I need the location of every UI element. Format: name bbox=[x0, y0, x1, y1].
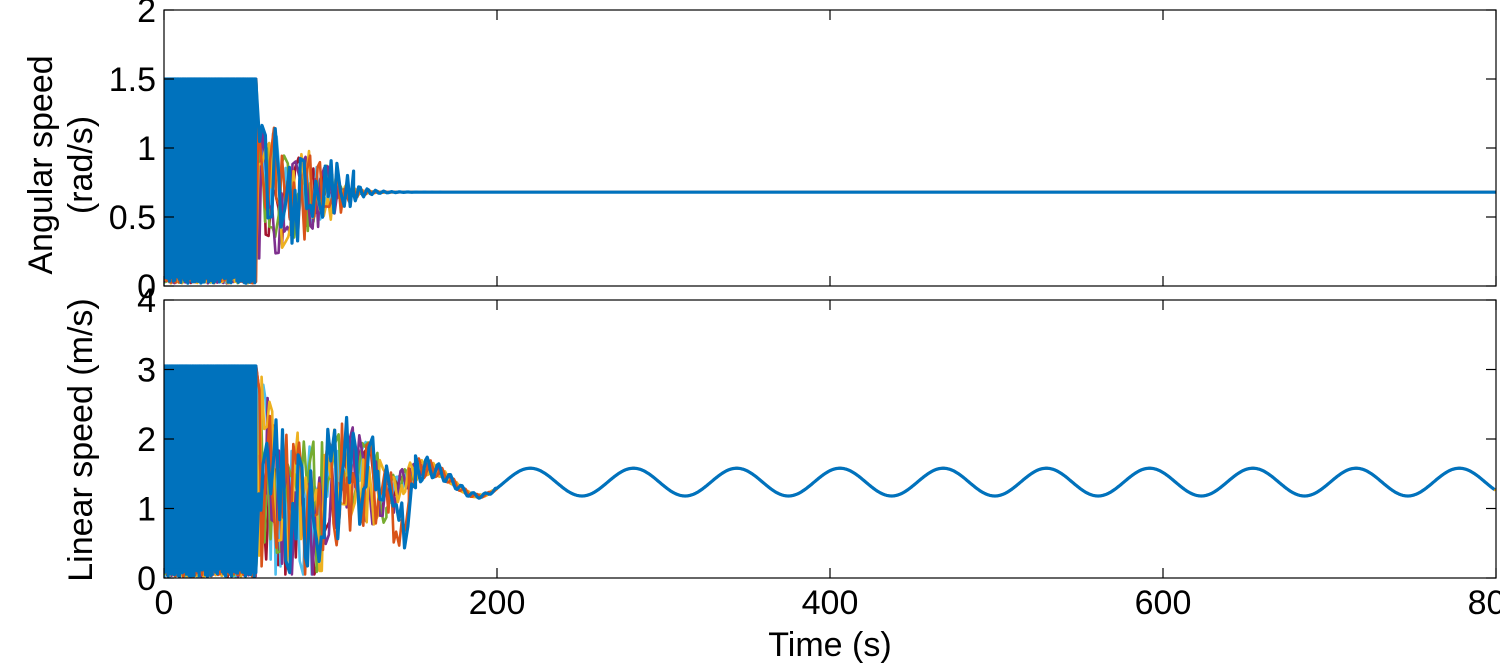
angular-speed-ytick-label: 1 bbox=[137, 130, 156, 168]
linear-speed-axes-frame bbox=[163, 299, 1497, 579]
angular-speed-series-line bbox=[164, 77, 1495, 284]
x-tick-label: 800 bbox=[1468, 584, 1500, 622]
angular-speed-ytick-label: 2 bbox=[137, 0, 156, 30]
linear-speed-ytick-label: 0 bbox=[137, 560, 156, 598]
x-tick-label: 600 bbox=[1135, 584, 1192, 622]
x-axis-label: Time (s) bbox=[768, 626, 891, 664]
angular-speed-panel: 0 0.5 1 1.5 2 Angular speed (rad/s) bbox=[22, 0, 1497, 306]
angular-speed-series-line bbox=[164, 77, 1495, 285]
angular-speed-ytick-label: 1.5 bbox=[109, 61, 156, 99]
linear-speed-switching-block bbox=[166, 368, 253, 569]
angular-speed-series-line bbox=[164, 77, 1496, 285]
x-tick-label: 0 bbox=[155, 584, 174, 622]
linear-speed-panel: 0 1 2 3 4 0 200 400 600 800 Linear speed (m/s) Ti… bbox=[62, 282, 1500, 664]
angular-speed-series-line bbox=[164, 77, 1495, 285]
x-tick-label: 400 bbox=[802, 584, 859, 622]
angular-speed-ytick-label: 0.5 bbox=[109, 199, 156, 237]
x-tick-label: 200 bbox=[469, 584, 526, 622]
linear-speed-ylabel: Linear speed (m/s) bbox=[62, 298, 100, 581]
angular-speed-switching-block bbox=[166, 81, 253, 279]
angular-speed-series-line bbox=[164, 77, 1496, 285]
angular-speed-ylabel-line1: Angular speed bbox=[22, 55, 60, 274]
linear-speed-ytick-label: 4 bbox=[137, 282, 156, 320]
angular-speed-axes-frame bbox=[163, 9, 1497, 287]
angular-speed-series-line bbox=[164, 77, 1495, 285]
angular-speed-ytick-label: 0 bbox=[137, 268, 156, 306]
angular-speed-ylabel-line2: (rad/s) bbox=[62, 116, 100, 214]
linear-speed-ytick-label: 2 bbox=[137, 421, 156, 459]
angular-speed-series-line bbox=[164, 77, 1496, 285]
linear-speed-ytick-label: 1 bbox=[137, 491, 156, 529]
linear-speed-ytick-label: 3 bbox=[137, 352, 156, 390]
